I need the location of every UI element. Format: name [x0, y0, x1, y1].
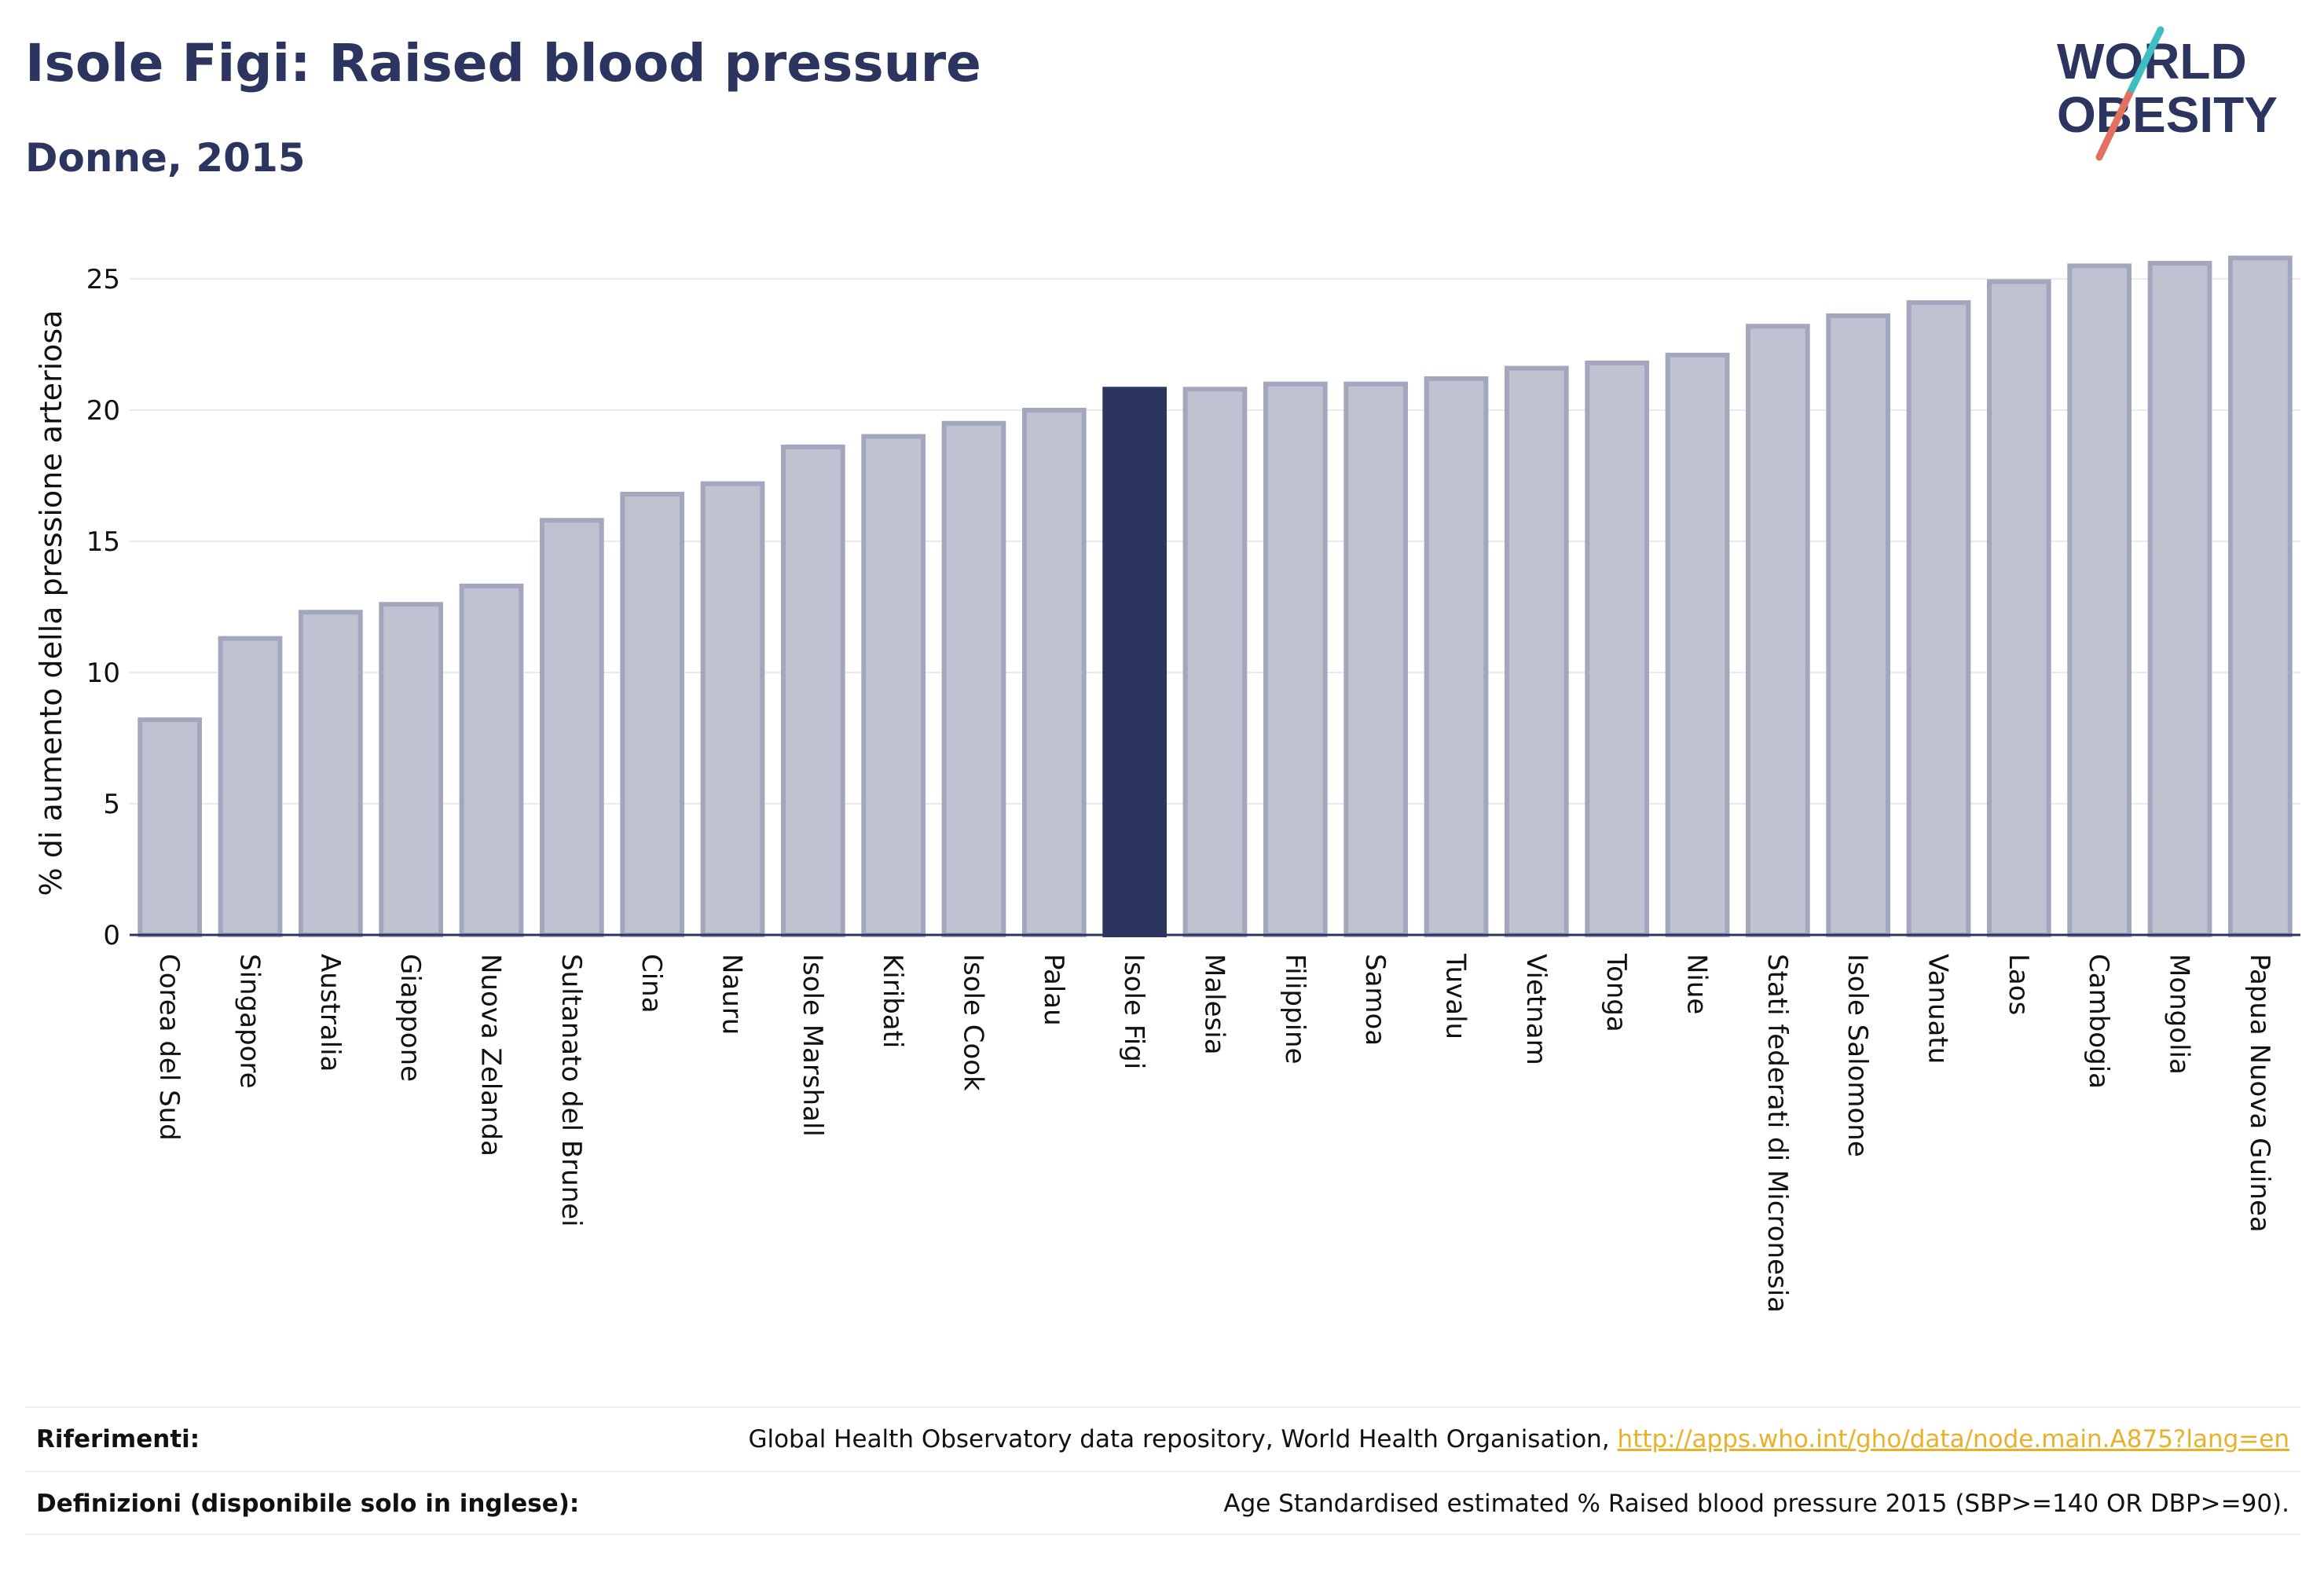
bar-filippine: [1263, 381, 1328, 937]
x-tick-label: Niue: [1681, 954, 1713, 1014]
bar-giappone: [379, 602, 444, 937]
bar-isole-cook: [941, 420, 1006, 937]
chart-title: Isole Figi: Raised blood pressure: [25, 33, 981, 93]
references-link[interactable]: http://apps.who.int/gho/data/node.main.A…: [1617, 1425, 2289, 1453]
references-row: Riferimenti: Global Health Observatory d…: [25, 1406, 2300, 1471]
bar-mongolia: [2147, 261, 2212, 938]
bar-palau: [1021, 408, 1087, 937]
world-obesity-logo: WORLD OBESITY: [2057, 26, 2278, 161]
references-text: Global Health Observatory data repositor…: [748, 1425, 1618, 1453]
x-tick-label: Malesia: [1199, 954, 1230, 1055]
y-tick-label: 5: [103, 789, 120, 820]
x-tick-label: Isole Marshall: [797, 954, 828, 1137]
x-tick-label: Papua Nuova Guinea: [2244, 954, 2275, 1233]
x-tick-label: Corea del Sud: [153, 954, 185, 1141]
bar-chart: 0 5 10 15 20 25 Corea del Sud Singapore Austral…: [34, 255, 2300, 1313]
x-tick-label: Kiribati: [877, 954, 908, 1048]
x-tick-label: Nauru: [717, 954, 748, 1035]
x-tick-label: Isole Figi: [1118, 954, 1149, 1069]
y-tick-label: 0: [103, 920, 120, 951]
x-tick-label: Palau: [1038, 954, 1069, 1026]
bar-samoa: [1343, 381, 1409, 937]
bar-australia: [298, 610, 363, 938]
bar-cambogia: [2067, 263, 2132, 937]
x-tick-label: Giappone: [394, 954, 426, 1082]
y-tick-label: 10: [86, 658, 120, 689]
y-tick-label: 25: [86, 264, 120, 295]
bar-malesia: [1182, 387, 1248, 937]
x-tick-label: Isole Salomone: [1842, 954, 1873, 1157]
x-tick-label: Sultanato del Brunei: [555, 954, 587, 1227]
bars: [137, 255, 2293, 938]
x-tick-label: Nuova Zelanda: [475, 954, 507, 1156]
logo-line2: OBESITY: [2057, 86, 2278, 143]
x-tick-label: Isole Cook: [958, 954, 989, 1091]
bar-tuvalu: [1424, 376, 1489, 937]
x-tick-label: Filippine: [1279, 954, 1310, 1065]
x-tick-label: Samoa: [1359, 954, 1391, 1046]
y-axis-label: % di aumento della pressione arteriosa: [34, 310, 68, 896]
x-tick-label: Tuvalu: [1440, 953, 1472, 1039]
x-tick-label: Cina: [636, 954, 667, 1013]
bar-tonga: [1585, 360, 1650, 937]
y-tick-labels: 0 5 10 15 20 25: [86, 264, 120, 951]
x-tick-label: Cambogia: [2083, 954, 2114, 1089]
bar-isole-salomone: [1826, 313, 1891, 937]
x-tick-label: Laos: [2003, 954, 2034, 1015]
bar-kiribati: [861, 434, 926, 937]
bar-niue: [1665, 352, 1730, 937]
references-value: Global Health Observatory data repositor…: [748, 1425, 2289, 1453]
x-tick-label: Vanuatu: [1923, 954, 1954, 1064]
definitions-text: Age Standardised estimated % Raised bloo…: [1223, 1490, 2289, 1518]
x-tick-label: Mongolia: [2164, 954, 2195, 1075]
x-tick-label: Stati federati di Micronesia: [1761, 954, 1793, 1313]
logo-slash-bottom: [2095, 90, 2133, 161]
chart-subtitle: Donne, 2015: [25, 135, 306, 181]
bar-corea-del-sud: [137, 717, 203, 937]
bar-laos: [1986, 279, 2051, 937]
x-tick-labels: Corea del Sud Singapore Australia Giappone N…: [153, 953, 2275, 1313]
y-tick-label: 20: [86, 395, 120, 427]
x-tick-label: Vietnam: [1520, 954, 1552, 1065]
bar-singapore: [218, 636, 283, 937]
y-tick-label: 15: [86, 526, 120, 558]
bar-vietnam: [1504, 365, 1569, 938]
bar-nauru: [700, 481, 765, 937]
bar-isole-figi: [1102, 387, 1167, 937]
references-label: Riferimenti:: [36, 1425, 200, 1453]
bar-sultanato-del-brunei: [539, 518, 604, 937]
bar-nuova-zelanda: [459, 583, 524, 937]
footer-divider: [25, 1534, 2300, 1535]
x-tick-label: Singapore: [234, 954, 266, 1089]
logo-slash-top: [2125, 26, 2165, 98]
bar-cina: [620, 491, 685, 937]
x-tick-label: Australia: [314, 954, 346, 1072]
x-tick-label: Tonga: [1600, 953, 1632, 1032]
bar-stati-federati-di-micronesia: [1745, 324, 1810, 938]
definitions-row: Definizioni (disponibile solo in inglese…: [25, 1471, 2300, 1535]
definitions-label: Definizioni (disponibile solo in inglese…: [36, 1490, 580, 1518]
bar-isole-marshall: [780, 444, 845, 937]
bar-vanuatu: [1906, 300, 1971, 937]
bar-papua-nuova-guinea: [2227, 255, 2293, 937]
